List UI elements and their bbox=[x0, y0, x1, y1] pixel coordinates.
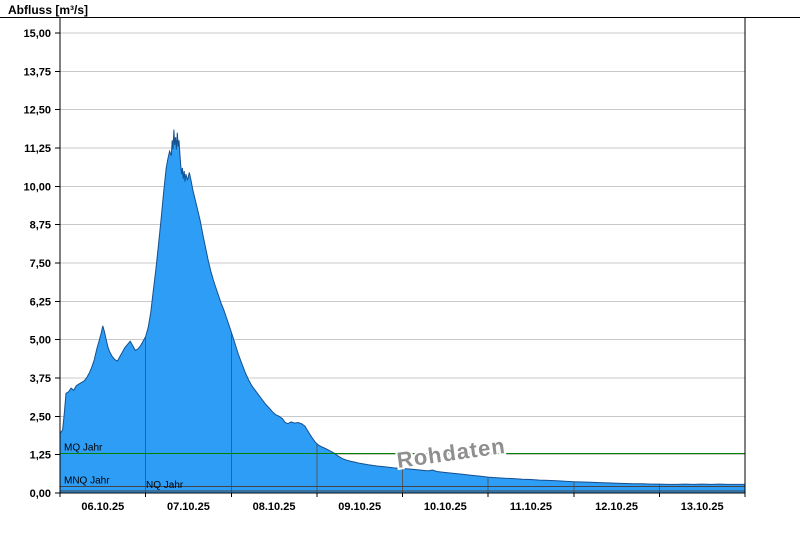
y-tick-label: 7,50 bbox=[30, 258, 51, 270]
x-tick-label: 10.10.25 bbox=[424, 501, 467, 513]
x-tick-label: 11.10.25 bbox=[510, 501, 552, 513]
x-tick-label: 07.10.25 bbox=[167, 501, 210, 513]
y-tick-label: 1,25 bbox=[30, 450, 51, 462]
y-axis-title: Abfluss [m³/s] bbox=[8, 3, 89, 17]
mq-jahr-label: MQ Jahr bbox=[64, 442, 103, 453]
y-tick-label: 13,75 bbox=[23, 66, 51, 78]
x-tick-label: 09.10.25 bbox=[338, 501, 381, 513]
y-tick-label: 0,00 bbox=[30, 488, 51, 500]
watermark-text: Rohdaten bbox=[395, 433, 507, 473]
y-tick-label: 10,00 bbox=[23, 181, 51, 193]
y-axis: 0,00 1,25 2,50 3,75 5,00 6,25 7,50 8,75 10,00 11,… bbox=[23, 28, 60, 500]
discharge-area-series bbox=[60, 129, 745, 493]
y-tick-label: 15,00 bbox=[23, 28, 51, 40]
x-axis: 06.10.25 07.10.25 08.10.25 09.10.25 10.10.25… bbox=[59, 493, 746, 513]
y-tick-label: 12,50 bbox=[23, 105, 51, 117]
x-tick-label: 12.10.25 bbox=[595, 501, 638, 513]
x-tick-label: 13.10.25 bbox=[681, 501, 724, 513]
x-tick-label: 06.10.25 bbox=[81, 501, 124, 513]
y-tick-label: 3,75 bbox=[30, 373, 51, 385]
y-tick-label: 6,25 bbox=[30, 296, 51, 308]
y-tick-label: 5,00 bbox=[30, 335, 51, 347]
discharge-line bbox=[59, 129, 745, 485]
mnq-jahr-label: MNQ Jahr bbox=[64, 475, 110, 486]
y-tick-label: 8,75 bbox=[30, 220, 51, 232]
x-tick-label: 08.10.25 bbox=[253, 501, 296, 513]
y-tick-label: 2,50 bbox=[30, 411, 51, 423]
y-tick-label: 11,25 bbox=[24, 143, 51, 155]
nq-jahr-label: NQ Jahr bbox=[146, 480, 184, 491]
